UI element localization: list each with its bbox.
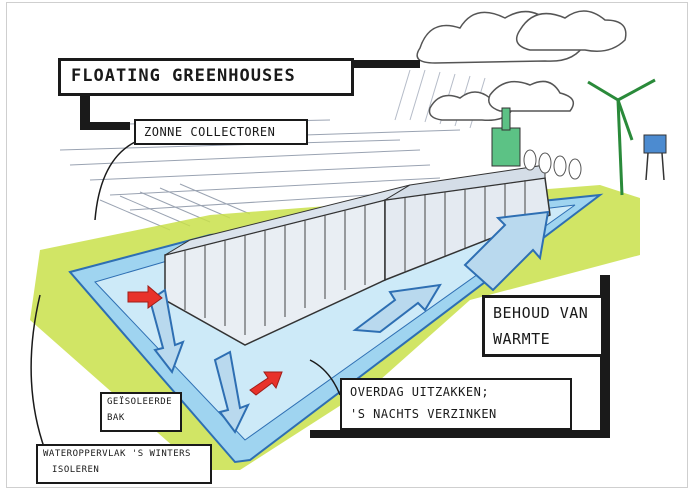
insulated-tank-label-line1: Geïsoleerde	[107, 397, 173, 407]
label-bars	[80, 60, 610, 438]
greenhouse-right	[384, 164, 551, 282]
water-surface-label-box: Wateroppervlak 's winters isoleren	[36, 444, 212, 484]
heat-retention-label-line1: Behoud van	[493, 304, 589, 322]
page-title: Floating greenhouses	[71, 66, 296, 86]
day-night-label-line2: 's nachts verzinken	[350, 407, 497, 421]
solar-collectors-label: Zonne collectoren	[144, 125, 276, 139]
leader-lines	[30, 141, 341, 451]
water-tower	[643, 134, 667, 181]
title-box: Floating greenhouses	[58, 58, 354, 96]
insulated-tank-label-box: Geïsoleerde bak	[100, 392, 182, 432]
day-night-label-box: Overdag uitzakken; 's nachts verzinken	[340, 378, 572, 430]
water-surface-label-line1: Wateroppervlak 's winters	[43, 449, 191, 459]
day-night-label-line1: Overdag uitzakken;	[350, 385, 490, 399]
tree-row	[523, 149, 582, 180]
water-flow-arrows	[148, 210, 550, 434]
heat-retention-label-box: Behoud van warmte	[482, 295, 604, 357]
insulated-tank-label-line2: bak	[107, 413, 125, 423]
heat-retention-label-line2: warmte	[493, 330, 551, 348]
greenhouse-left	[164, 184, 411, 346]
solar-collectors-label-box: Zonne collectoren	[134, 119, 308, 145]
factory	[491, 107, 521, 167]
water-surface-label-line2: isoleren	[52, 465, 100, 475]
heat-arrows	[127, 284, 283, 396]
cloud-shapes	[416, 10, 627, 122]
wind-turbine	[587, 78, 656, 196]
